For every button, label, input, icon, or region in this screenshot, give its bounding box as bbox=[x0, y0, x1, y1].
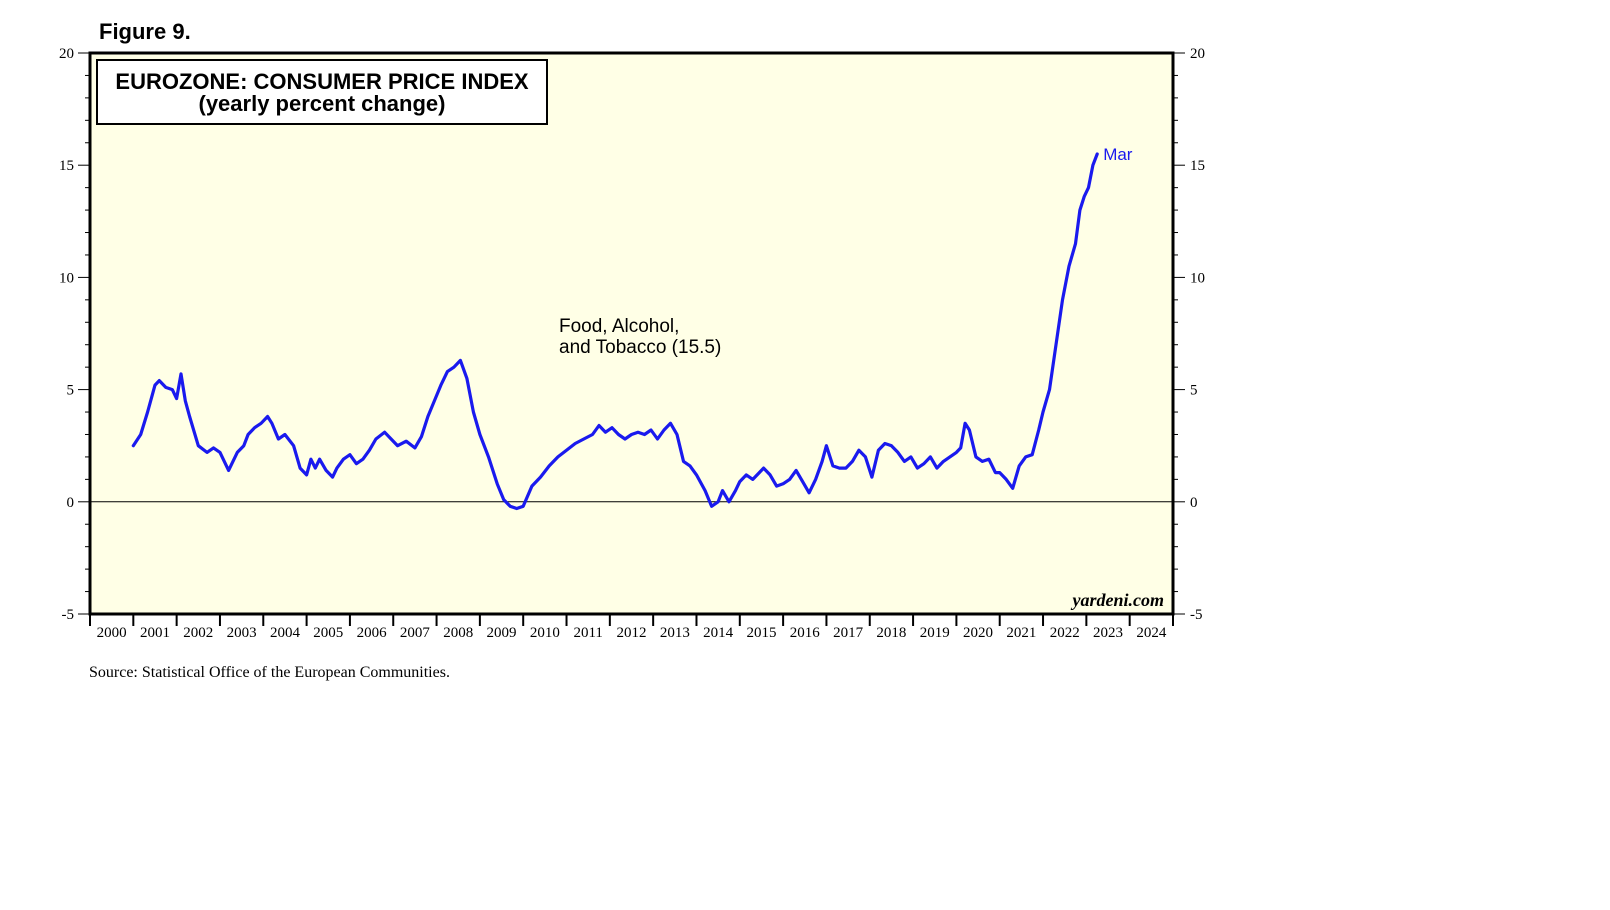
year-label: 2008 bbox=[443, 625, 473, 641]
figure-label: Figure 9. bbox=[99, 19, 191, 44]
year-label: 2002 bbox=[183, 625, 213, 641]
series-line bbox=[131, 152, 1099, 511]
year-label: 2012 bbox=[617, 625, 647, 641]
left-axis: -5 0 5 10 15 20 bbox=[59, 46, 90, 623]
year-label: 2011 bbox=[573, 625, 602, 641]
series-annotation-line-1: Food, Alcohol, bbox=[559, 316, 679, 337]
year-label: 2019 bbox=[920, 625, 950, 641]
right-tick-label: 20 bbox=[1190, 46, 1205, 62]
year-label: 2015 bbox=[746, 625, 776, 641]
left-tick-label: 15 bbox=[59, 158, 74, 174]
year-label: 2001 bbox=[140, 625, 170, 641]
year-label: 2023 bbox=[1093, 625, 1123, 641]
title-box bbox=[96, 59, 548, 125]
source-note: Source: Statistical Office of the Europe… bbox=[89, 664, 450, 681]
year-label: 2016 bbox=[790, 625, 821, 641]
right-axis: -5 0 5 10 15 20 bbox=[1173, 46, 1205, 623]
right-tick-label: 10 bbox=[1190, 270, 1205, 286]
x-axis: 2000 2001 2002 2003 2004 2005 2006 2007 2008 2009… bbox=[89, 614, 1174, 641]
year-label: 2021 bbox=[1006, 625, 1036, 641]
right-tick-label: 15 bbox=[1190, 158, 1205, 174]
right-tick-label: 5 bbox=[1190, 383, 1198, 399]
year-label: 2017 bbox=[833, 625, 864, 641]
year-label: 2014 bbox=[703, 625, 734, 641]
left-tick-label: 0 bbox=[67, 495, 75, 511]
right-tick-label: -5 bbox=[1190, 607, 1203, 623]
end-label: Mar bbox=[1103, 145, 1133, 164]
left-tick-label: 5 bbox=[67, 383, 75, 399]
year-label: 2006 bbox=[357, 625, 388, 641]
year-label: 2009 bbox=[487, 625, 517, 641]
chart-title: EUROZONE: CONSUMER PRICE INDEX bbox=[115, 69, 528, 94]
year-label: 2007 bbox=[400, 625, 431, 641]
right-tick-label: 0 bbox=[1190, 495, 1198, 511]
year-label: 2004 bbox=[270, 625, 301, 641]
year-label: 2010 bbox=[530, 625, 560, 641]
chart-subtitle: (yearly percent change) bbox=[199, 91, 446, 116]
year-label: 2024 bbox=[1136, 625, 1167, 641]
year-label: 2022 bbox=[1050, 625, 1080, 641]
year-label: 2000 bbox=[97, 625, 127, 641]
year-label: 2013 bbox=[660, 625, 690, 641]
credit: yardeni.com bbox=[1071, 590, 1165, 610]
year-label: 2003 bbox=[227, 625, 257, 641]
year-label: 2018 bbox=[876, 625, 906, 641]
left-tick-label: 10 bbox=[59, 270, 74, 286]
left-tick-label: 20 bbox=[59, 46, 74, 62]
series-annotation-line-2: and Tobacco (15.5) bbox=[559, 337, 721, 358]
plot-area bbox=[88, 51, 1175, 616]
year-label: 2005 bbox=[313, 625, 343, 641]
year-label: 2020 bbox=[963, 625, 993, 641]
left-tick-label: -5 bbox=[62, 607, 75, 623]
